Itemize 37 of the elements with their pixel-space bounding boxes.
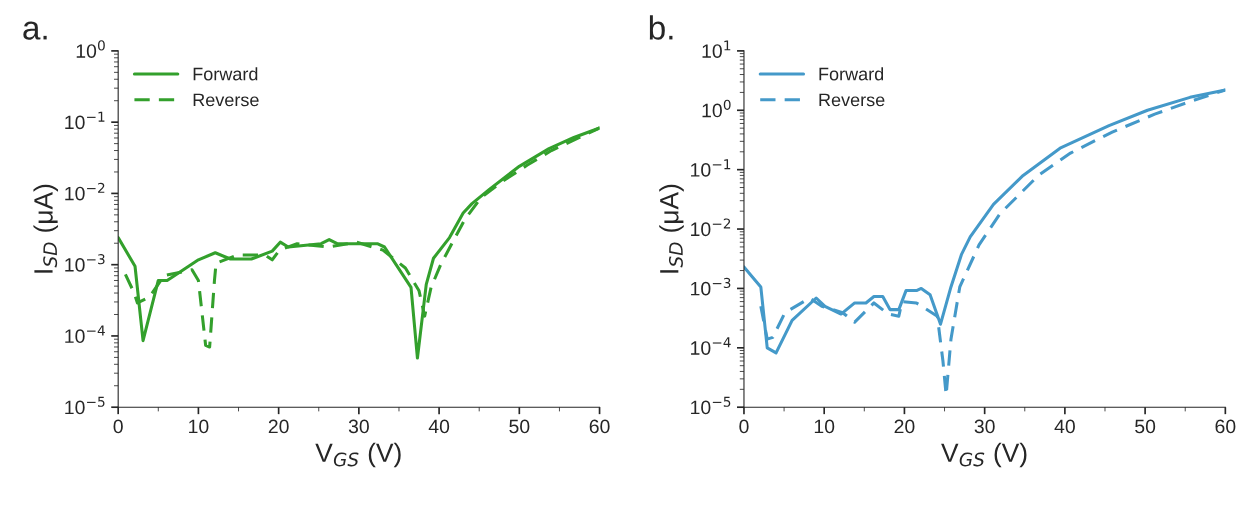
y-tick-label: 10$^{−1}$ [65,111,105,130]
x-tick-label: 0 [739,419,749,434]
y-tick-label: 10$^{−3}$ [65,254,105,272]
y-tick-label: 10$^{−5}$ [691,396,731,415]
x-tick-label: 60 [1215,419,1236,434]
text: a. [23,21,47,40]
x-tick-label: 0 [113,419,123,434]
y-tick-label: 10$^{−2}$ [691,218,731,237]
x-tick-label: 20 [894,419,915,434]
y-tick-label: 10$^{1}$ [702,40,731,58]
y-axis-title: I$_{SD}$ (μA) [33,184,59,273]
y-tick-label: 10$^{−4}$ [65,325,105,344]
x-tick-label: 60 [589,419,610,434]
y-tick-label: 10$^{0}$ [702,99,731,118]
y-tick-label: 10$^{−1}$ [691,159,731,177]
x-axis-title: V$_{GS}$ (V) [941,442,1027,468]
y-axis-title: I$_{SD}$ (μA) [659,184,684,273]
x-tick-label: 50 [1135,419,1156,434]
legend-label: Reverse [819,93,885,107]
y-tick-label: 10$^{−4}$ [691,337,731,355]
x-tick-label: 30 [974,419,995,434]
x-tick-label: 10 [814,419,835,434]
text: b. [649,15,673,40]
y-tick-label: 10$^{0}$ [76,40,105,58]
x-tick-label: 30 [348,419,369,434]
y-tick-label: 10$^{−5}$ [65,396,105,415]
x-tick-label: 40 [1054,419,1075,434]
legend-label: Reverse [193,93,259,107]
y-tick-label: 10$^{−2}$ [65,182,105,201]
x-tick-label: 50 [509,419,530,434]
y-tick-label: 10$^{−3}$ [691,277,731,296]
x-tick-label: 40 [428,419,450,434]
legend-label: Forward [193,67,258,81]
x-tick-label: 20 [268,419,289,434]
x-axis-title: V$_{GS}$ (V) [315,442,401,468]
legend-label: Forward [819,67,884,81]
x-tick-label: 10 [189,419,209,434]
